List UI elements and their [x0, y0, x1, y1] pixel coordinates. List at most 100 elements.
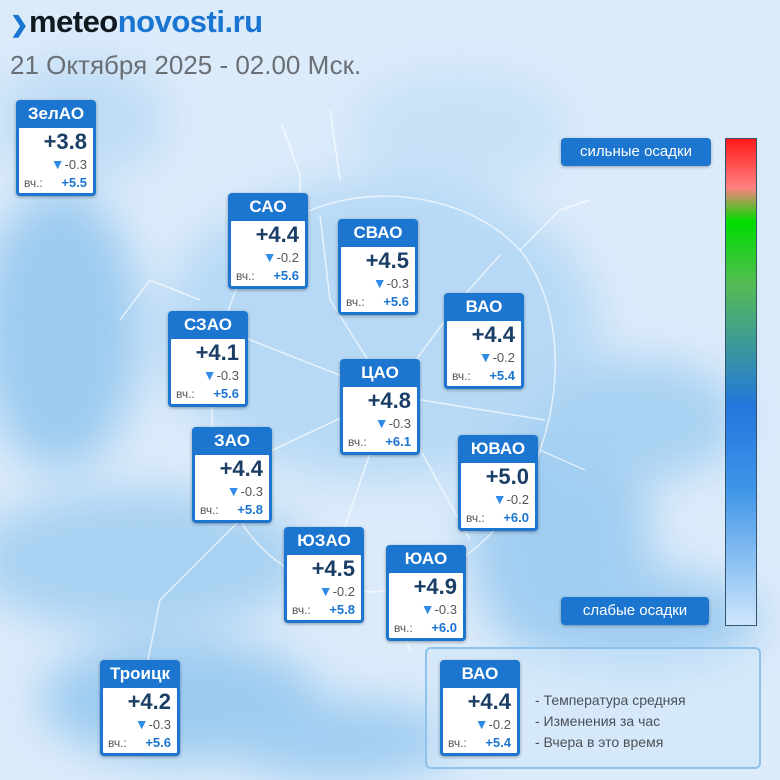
legend-explanations: - Температура средняя - Изменения за час…: [535, 690, 686, 753]
yesterday-value: +5.6: [383, 294, 409, 309]
hour-change: ▼-0.2: [493, 491, 529, 507]
district-name: САО: [249, 197, 287, 216]
down-triangle-icon: ▼: [474, 716, 489, 732]
forecast-datetime: 21 Октября 2025 - 02.00 Мск.: [10, 50, 362, 80]
down-triangle-icon: ▼: [420, 601, 435, 617]
yesterday-value: +5.5: [61, 175, 87, 190]
legend-line-change: - Изменения за час: [535, 713, 661, 729]
temp-average: +4.5: [311, 556, 355, 581]
hour-change-value: -0.3: [216, 368, 239, 383]
down-triangle-icon: ▼: [372, 275, 387, 291]
hour-change: ▼-0.3: [227, 483, 263, 499]
yesterday-label: вч.:: [394, 621, 413, 635]
yesterday-label: вч.:: [200, 503, 219, 517]
down-triangle-icon: ▼: [226, 483, 241, 499]
yesterday-value: +5.8: [237, 502, 263, 517]
temp-average: +4.8: [367, 388, 411, 413]
district-card-troitsk: Троицк +4.2 ▼-0.3 вч.: +5.6: [100, 660, 180, 756]
hour-change-value: -0.3: [388, 416, 411, 431]
down-triangle-icon: ▼: [202, 367, 217, 383]
district-card-vao: ВАО +4.4 ▼-0.2 вч.: +5.4: [444, 293, 524, 389]
legend-line-yesterday: - Вчера в это время: [535, 734, 664, 750]
logo-text-novosti: novosti.ru: [117, 4, 263, 39]
district-card-cao: ЦАО +4.8 ▼-0.3 вч.: +6.1: [340, 359, 420, 455]
district-name: ЗАО: [214, 431, 250, 450]
temp-average: +4.1: [195, 340, 239, 365]
temp-average: +4.9: [413, 574, 457, 599]
yesterday-label: вч.:: [236, 269, 255, 283]
temp-average: +5.0: [485, 464, 529, 489]
hour-change-value: -0.3: [64, 157, 87, 172]
yesterday-label: вч.:: [292, 603, 311, 617]
district-name: ЮВАО: [470, 439, 526, 458]
down-triangle-icon: ▼: [262, 249, 277, 265]
yesterday-label: вч.:: [24, 176, 43, 190]
yesterday-label: вч.:: [108, 736, 127, 750]
yesterday-label: вч.:: [346, 295, 365, 309]
precipitation-color-scale: [725, 138, 757, 626]
district-name: СЗАО: [184, 315, 232, 334]
yesterday-value: +5.4: [489, 368, 515, 383]
down-triangle-icon: ▼: [492, 491, 507, 507]
scale-top-label: сильные осадки: [561, 138, 711, 166]
temp-average: +4.4: [471, 322, 515, 347]
district-name: ВАО: [461, 664, 499, 683]
district-card-svao: СВАО +4.5 ▼-0.3 вч.: +5.6: [338, 219, 418, 315]
temp-average: +3.8: [43, 129, 87, 154]
logo-mark-icon: ❯: [10, 12, 28, 37]
hour-change: ▼-0.2: [319, 583, 355, 599]
temp-average: +4.4: [255, 222, 299, 247]
yesterday-label: вч.:: [452, 369, 471, 383]
yesterday-label: вч.:: [448, 736, 467, 750]
yesterday-value: +5.4: [485, 735, 511, 750]
district-name: ВАО: [465, 297, 503, 316]
hour-change: ▼-0.3: [375, 415, 411, 431]
district-name: ЮЗАО: [297, 531, 351, 550]
temp-average: +4.4: [219, 456, 263, 481]
hour-change-value: -0.2: [276, 250, 299, 265]
district-card-yuzao: ЮЗАО +4.5 ▼-0.2 вч.: +5.8: [284, 527, 364, 623]
yesterday-value: +5.8: [329, 602, 355, 617]
district-name: ЮАО: [404, 549, 448, 568]
down-triangle-icon: ▼: [50, 156, 65, 172]
hour-change-value: -0.2: [506, 492, 529, 507]
yesterday-label: вч.:: [176, 387, 195, 401]
legend-sample-card: ВАО +4.4 ▼-0.2 вч.: +5.4: [440, 660, 520, 756]
logo-text-meteo: meteo: [28, 4, 118, 39]
hour-change: ▼-0.3: [135, 716, 171, 732]
district-card-yuao: ЮАО +4.9 ▼-0.3 вч.: +6.0: [386, 545, 466, 641]
temp-average: +4.4: [467, 689, 511, 714]
district-name: ЦАО: [361, 363, 399, 382]
hour-change-value: -0.2: [332, 584, 355, 599]
yesterday-value: +5.6: [273, 268, 299, 283]
legend-line-average: - Температура средняя: [535, 692, 686, 708]
hour-change: ▼-0.2: [479, 349, 515, 365]
temp-average: +4.5: [365, 248, 409, 273]
yesterday-value: +6.0: [431, 620, 457, 635]
hour-change-value: -0.3: [386, 276, 409, 291]
district-card-zelao: ЗелАО +3.8 ▼-0.3 вч.: +5.5: [16, 100, 96, 196]
district-name: СВАО: [353, 223, 403, 242]
hour-change-value: -0.3: [434, 602, 457, 617]
hour-change: ▼-0.3: [203, 367, 239, 383]
hour-change-value: -0.3: [240, 484, 263, 499]
yesterday-value: +6.0: [503, 510, 529, 525]
hour-change-value: -0.2: [492, 350, 515, 365]
hour-change: ▼-0.3: [51, 156, 87, 172]
hour-change: ▼-0.2: [263, 249, 299, 265]
hour-change-value: -0.2: [488, 717, 511, 732]
yesterday-value: +5.6: [213, 386, 239, 401]
site-logo: ❯meteonovosti.ru: [10, 4, 263, 40]
hour-change-value: -0.3: [148, 717, 171, 732]
district-name: Троицк: [110, 664, 170, 683]
temp-average: +4.2: [127, 689, 171, 714]
yesterday-label: вч.:: [348, 435, 367, 449]
district-card-yuvao: ЮВАО +5.0 ▼-0.2 вч.: +6.0: [458, 435, 538, 531]
district-card-sao: САО +4.4 ▼-0.2 вч.: +5.6: [228, 193, 308, 289]
yesterday-value: +5.6: [145, 735, 171, 750]
hour-change: ▼-0.3: [421, 601, 457, 617]
district-card-zao: ЗАО +4.4 ▼-0.3 вч.: +5.8: [192, 427, 272, 523]
yesterday-label: вч.:: [466, 511, 485, 525]
down-triangle-icon: ▼: [478, 349, 493, 365]
